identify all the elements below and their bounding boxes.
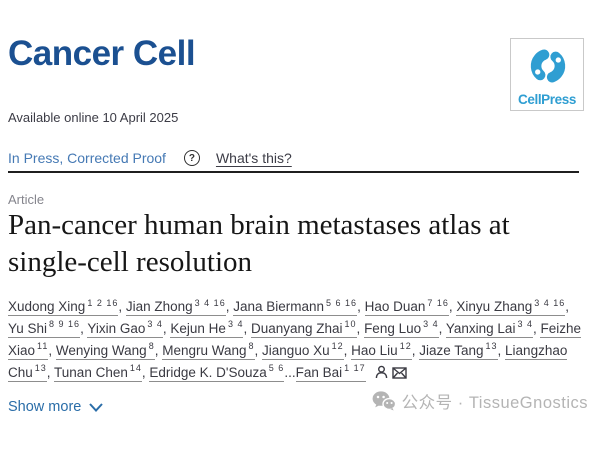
journal-title: Cancer Cell bbox=[8, 34, 196, 73]
author-link[interactable]: Mengru Wang 8 bbox=[162, 341, 255, 360]
author-link[interactable]: Yixin Gao 3 4 bbox=[87, 319, 163, 338]
author-link[interactable]: Yanxing Lai 3 4 bbox=[445, 319, 533, 338]
author-link[interactable]: Xinyu Zhang 3 4 16 bbox=[456, 297, 566, 316]
author-link[interactable]: Hao Liu 12 bbox=[351, 341, 412, 360]
author-link[interactable]: Jiaze Tang 13 bbox=[419, 341, 498, 360]
author-link[interactable]: Kejun He 3 4 bbox=[170, 319, 244, 338]
person-icon[interactable] bbox=[375, 365, 388, 379]
author-link[interactable]: Edridge K. D'Souza 5 6 bbox=[149, 363, 285, 382]
author-link[interactable]: Jana Biermann 5 6 16 bbox=[233, 297, 358, 316]
cellpress-logo-text: CellPress bbox=[518, 92, 576, 107]
author-link[interactable]: Wenying Wang 8 bbox=[55, 341, 155, 360]
available-online-date: Available online 10 April 2025 bbox=[8, 110, 179, 125]
author-list: Xudong Xing 1 2 16, Jian Zhong 3 4 16, Jan… bbox=[8, 297, 582, 382]
author-link[interactable]: Yu Shi 8 9 16 bbox=[8, 319, 81, 338]
header-divider bbox=[8, 171, 579, 173]
chevron-down-icon bbox=[89, 402, 104, 412]
author-link[interactable]: Fan Bai 1 17 bbox=[295, 363, 366, 382]
author-link[interactable]: Jian Zhong 3 4 16 bbox=[125, 297, 226, 316]
envelope-icon[interactable] bbox=[391, 366, 407, 379]
wechat-icon bbox=[372, 391, 396, 411]
author-link[interactable]: Duanyang Zhai 10 bbox=[250, 319, 357, 338]
author-link[interactable]: Hao Duan 7 16 bbox=[364, 297, 449, 316]
corresponding-author-icons bbox=[371, 365, 407, 380]
article-type-label: Article bbox=[8, 192, 45, 207]
whats-this-link[interactable]: What's this? bbox=[215, 150, 292, 166]
author-link[interactable]: Feizhe Xiao 11 bbox=[8, 320, 582, 360]
author-link[interactable]: Xudong Xing 1 2 16 bbox=[8, 297, 119, 316]
article-title: Pan-cancer human brain metastases atlas … bbox=[8, 209, 510, 279]
watermark: 公众号 · TissueGnostics bbox=[372, 389, 588, 413]
author-link[interactable]: Liangzhao Chu 13 bbox=[8, 342, 568, 382]
author-block: Xudong Xing 1 2 16, Jian Zhong 3 4 16, Jan… bbox=[8, 296, 586, 383]
watermark-text: 公众号 · TissueGnostics bbox=[401, 394, 588, 412]
status-row: In Press, Corrected Proof ? What's this? bbox=[8, 150, 292, 166]
show-more-label: Show more bbox=[8, 399, 82, 415]
show-more-button[interactable]: Show more bbox=[8, 399, 104, 415]
author-link[interactable]: Feng Luo 3 4 bbox=[364, 319, 439, 338]
author-link[interactable]: Tunan Chen 14 bbox=[54, 363, 142, 382]
cellpress-swirl-icon bbox=[530, 48, 566, 84]
cellpress-logo[interactable]: CellPress bbox=[510, 38, 584, 111]
in-press-status[interactable]: In Press, Corrected Proof bbox=[8, 150, 166, 166]
question-circle-icon[interactable]: ? bbox=[183, 150, 200, 166]
author-link[interactable]: Jianguo Xu 12 bbox=[262, 341, 344, 360]
